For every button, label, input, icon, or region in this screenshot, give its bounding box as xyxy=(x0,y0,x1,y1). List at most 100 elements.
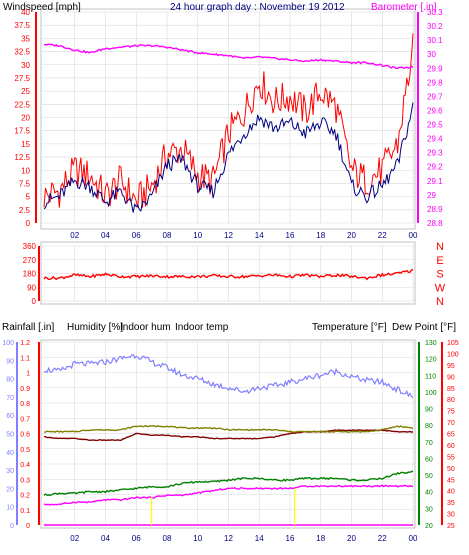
rainfall-tick-label: 0 xyxy=(26,523,30,530)
windspeed-label: Windspeed [mph] xyxy=(3,2,81,13)
rainfall-tick-label: 1.2 xyxy=(20,340,30,347)
compass-tick-label: W xyxy=(435,282,446,294)
legend-humidity: Humidity [%] xyxy=(67,322,123,333)
humidity-tick-label: 80 xyxy=(6,377,14,384)
top-x-tick-label: 06 xyxy=(132,231,141,240)
bottom-x-tick-label: 06 xyxy=(132,534,141,543)
windspeed-tick-label: 12.5 xyxy=(14,153,30,162)
temperature-tick-label: 90 xyxy=(425,407,433,414)
dewpoint-tick-label: 55 xyxy=(447,454,455,461)
windspeed-tick-label: 17.5 xyxy=(14,127,30,136)
barometer-tick-label: 28.8 xyxy=(427,219,443,228)
humidity-tick-label: 0 xyxy=(10,523,14,530)
windspeed-tick-label: 35 xyxy=(21,34,30,43)
humidity-tick-label: 20 xyxy=(6,486,14,493)
top-x-tick-label: 14 xyxy=(255,231,264,240)
top-x-tick-label: 00 xyxy=(409,231,418,240)
wind-direction-line xyxy=(43,268,414,281)
legend-rainfall: Rainfall [.in] xyxy=(2,322,54,333)
graph-title: 24 hour graph day : November 19 2012 xyxy=(170,2,345,13)
dewpoint-tick-label: 60 xyxy=(447,443,455,450)
barometer-line xyxy=(43,43,414,70)
rainfall-tick-label: 0.5 xyxy=(20,447,30,454)
compass-tick-label: S xyxy=(436,269,443,281)
top-x-tick-label: 08 xyxy=(163,231,172,240)
temperature-line xyxy=(43,470,414,496)
dewpoint-tick-label: 30 xyxy=(447,512,455,519)
temperature-tick-label: 70 xyxy=(425,440,433,447)
compass-tick-label: N xyxy=(436,296,444,308)
top-x-tick-label: 04 xyxy=(101,231,110,240)
barometer-tick-label: 29.9 xyxy=(427,64,443,73)
rainfall-tick-label: 0.2 xyxy=(20,493,30,500)
windspeed-tick-label: 22.5 xyxy=(14,100,30,109)
rainfall-tick-label: 0.8 xyxy=(20,401,30,408)
top-x-tick-label: 12 xyxy=(224,231,233,240)
legend-dewpoint: Dew Point [°F] xyxy=(392,322,456,333)
bottom-x-tick-label: 08 xyxy=(163,534,172,543)
rainfall-tick-label: 0.1 xyxy=(20,508,30,515)
compass-tick-label: N xyxy=(436,241,444,253)
dewpoint-tick-label: 90 xyxy=(447,374,455,381)
bottom-x-tick-label: 16 xyxy=(286,534,295,543)
temperature-tick-label: 50 xyxy=(425,473,433,480)
windspeed-tick-label: 15 xyxy=(21,140,30,149)
bottom-x-tick-label: 14 xyxy=(255,534,264,543)
windspeed-tick-label: 32.5 xyxy=(14,48,30,57)
humidity-tick-label: 90 xyxy=(6,358,14,365)
indoor-temp-line xyxy=(43,429,414,442)
bottom-x-tick-label: 10 xyxy=(193,534,202,543)
temperature-tick-label: 40 xyxy=(425,490,433,497)
barometer-tick-label: 30.2 xyxy=(427,22,443,31)
humidity-tick-label: 100 xyxy=(2,340,14,347)
dewpoint-tick-label: 95 xyxy=(447,363,455,370)
windspeed-gust-line xyxy=(43,33,414,208)
dewpoint-tick-label: 50 xyxy=(447,466,455,473)
bottom-x-tick-label: 12 xyxy=(224,534,233,543)
dewpoint-tick-label: 85 xyxy=(447,386,455,393)
legend-indoor-hum: Indoor hum xyxy=(120,322,171,333)
dewpoint-line xyxy=(43,484,414,506)
direction-tick-label: 180 xyxy=(23,270,37,279)
bottom-x-tick-label: 18 xyxy=(316,534,325,543)
barometer-tick-label: 29.4 xyxy=(427,135,443,144)
windspeed-tick-label: 30 xyxy=(21,61,30,70)
barometer-tick-label: 29.2 xyxy=(427,163,443,172)
indoor-hum-line xyxy=(44,424,414,434)
direction-tick-label: 0 xyxy=(32,297,37,306)
windspeed-tick-label: 40 xyxy=(21,8,30,17)
direction-tick-label: 270 xyxy=(23,256,37,265)
humidity-tick-label: 30 xyxy=(6,468,14,475)
dewpoint-tick-label: 40 xyxy=(447,489,455,496)
top-panel-frame xyxy=(40,8,416,230)
temperature-tick-label: 60 xyxy=(425,456,433,463)
dewpoint-tick-label: 75 xyxy=(447,409,455,416)
windspeed-tick-label: 10 xyxy=(21,166,30,175)
bottom-x-tick-label: 22 xyxy=(378,534,387,543)
windspeed-tick-label: 0 xyxy=(26,219,31,228)
rainfall-tick-label: 0.7 xyxy=(20,416,30,423)
windspeed-tick-label: 37.5 xyxy=(14,21,30,30)
humidity-tick-label: 70 xyxy=(6,395,14,402)
barometer-tick-label: 30 xyxy=(427,50,436,59)
legend-temperature: Temperature [°F] xyxy=(312,322,387,333)
top-x-tick-label: 22 xyxy=(378,231,387,240)
bottom-x-tick-label: 00 xyxy=(409,534,418,543)
compass-tick-label: E xyxy=(436,255,443,267)
barometer-tick-label: 29.5 xyxy=(427,121,443,130)
barometer-tick-label: 30.3 xyxy=(427,8,443,17)
dewpoint-tick-label: 105 xyxy=(447,340,459,347)
humidity-line xyxy=(43,353,414,398)
rainfall-tick-label: 0.4 xyxy=(20,462,30,469)
temperature-tick-label: 120 xyxy=(425,357,437,364)
bottom-x-tick-label: 02 xyxy=(70,534,79,543)
bottom-panel-frame xyxy=(40,339,416,529)
windspeed-tick-label: 7.5 xyxy=(19,179,31,188)
dewpoint-tick-label: 45 xyxy=(447,477,455,484)
rainfall-tick-label: 1.1 xyxy=(20,355,30,362)
barometer-tick-label: 29 xyxy=(427,191,436,200)
temperature-tick-label: 110 xyxy=(425,373,436,380)
humidity-tick-label: 50 xyxy=(6,432,14,439)
direction-panel-frame xyxy=(40,241,416,305)
